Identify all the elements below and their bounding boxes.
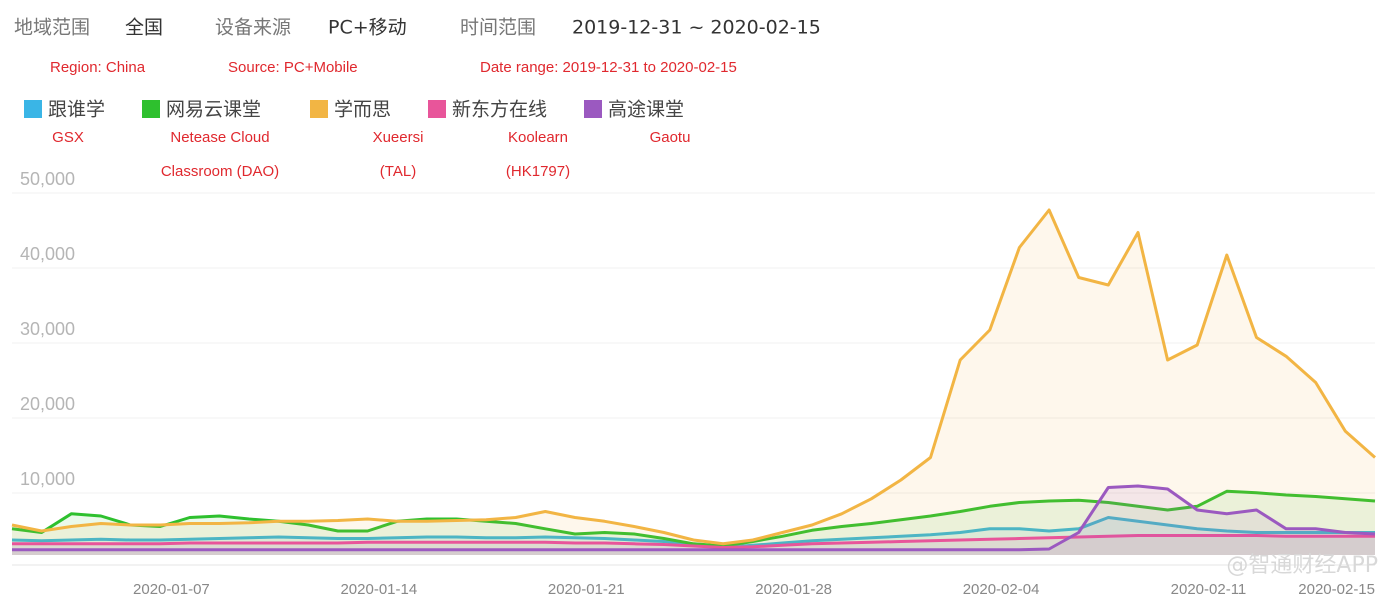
legend-swatch: [428, 100, 446, 118]
legend-label: 学而思: [334, 99, 391, 121]
series-line: [12, 484, 1376, 552]
x-tick-label: 2020-01-28: [755, 581, 832, 598]
filter-label: 设备来源: [215, 17, 291, 39]
legend-label: 网易云课堂: [166, 99, 261, 121]
filter-annotation: Date range: 2019-12-31 to 2020-02-15: [480, 59, 737, 76]
series-area: [12, 517, 1375, 555]
legend-label: 高途课堂: [608, 99, 684, 121]
legend-swatch: [584, 100, 602, 118]
filter-value: 全国: [125, 17, 163, 39]
series-line: [11, 208, 1376, 546]
x-tick-label: 2020-01-07: [133, 581, 210, 598]
filter-value: 2019-12-31 ~ 2020-02-15: [572, 17, 821, 39]
y-tick-label: 30,000: [20, 319, 75, 339]
legend-annotation: (TAL): [380, 163, 416, 180]
filter-value: PC+移动: [328, 17, 407, 39]
series-line: [12, 534, 1375, 549]
y-tick-label: 50,000: [20, 169, 75, 189]
filter-annotation: Source: PC+Mobile: [228, 59, 358, 76]
legend-annotation: Koolearn: [508, 129, 568, 146]
legend-annotation: Xueersi: [373, 129, 424, 146]
y-tick-label: 20,000: [20, 394, 75, 414]
legend-label: 跟谁学: [48, 99, 105, 121]
legend-annotation: GSX: [52, 129, 84, 146]
x-tick-label: 2020-02-04: [963, 581, 1040, 598]
x-tick-label: 2020-01-14: [340, 581, 417, 598]
x-tick-label: 2020-02-15: [1298, 581, 1375, 598]
filter-label: 时间范围: [460, 17, 536, 39]
legend-annotation: Netease Cloud: [170, 129, 269, 146]
legend-annotation: (HK1797): [506, 163, 570, 180]
x-tick-label: 2020-02-11: [1171, 581, 1247, 598]
filter-label: 地域范围: [14, 17, 90, 39]
y-tick-label: 40,000: [20, 244, 75, 264]
legend-label: 新东方在线: [452, 99, 547, 121]
legend-swatch: [142, 100, 160, 118]
legend-annotation: Classroom (DAO): [161, 163, 279, 180]
legend-swatch: [310, 100, 328, 118]
x-tick-label: 2020-01-21: [548, 581, 625, 598]
watermark: @智通财经APP: [1226, 553, 1378, 578]
series-area: [12, 486, 1375, 555]
filter-annotation: Region: China: [50, 59, 146, 76]
series-line: [11, 489, 1376, 548]
series-area: [12, 210, 1375, 555]
legend-swatch: [24, 100, 42, 118]
legend-annotation: Gaotu: [650, 129, 691, 146]
y-tick-label: 10,000: [20, 469, 75, 489]
